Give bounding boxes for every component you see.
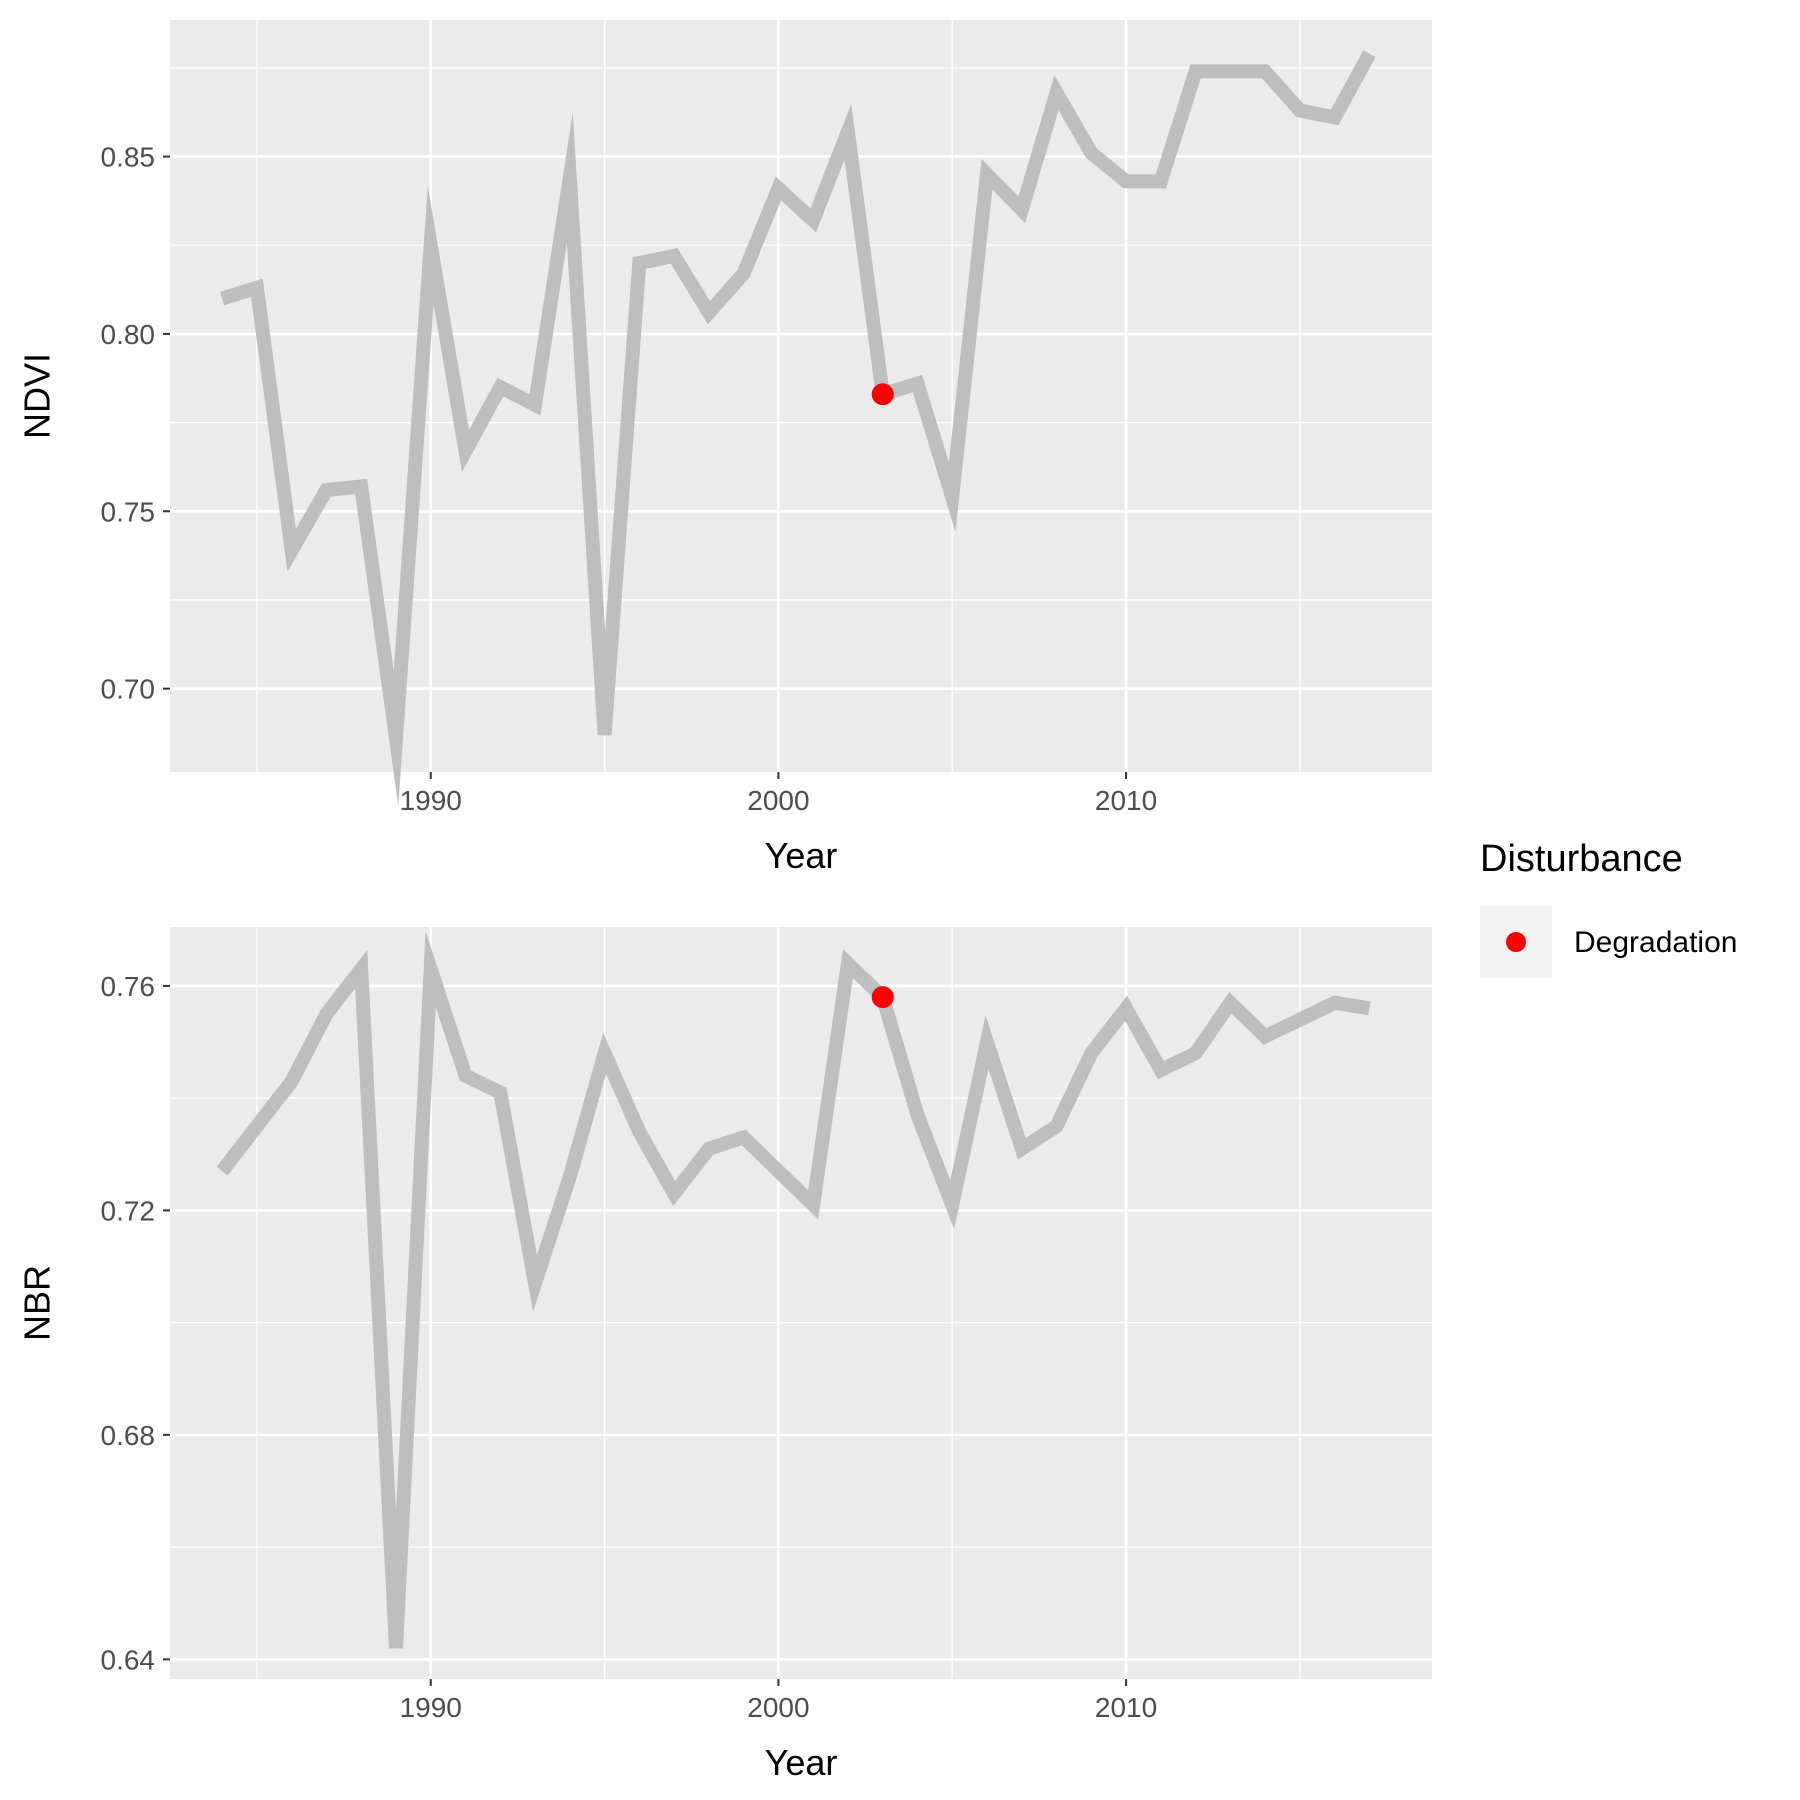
nbr-y-tick-label: 0.64 (101, 1644, 156, 1675)
legend: Disturbance Degradation (1480, 838, 1737, 978)
nbr-y-tick-label: 0.76 (101, 971, 156, 1002)
ndvi-panel-background (170, 20, 1432, 772)
legend-title: Disturbance (1480, 838, 1683, 880)
ndvi-y-tick-label: 0.70 (101, 674, 156, 705)
nbr-x-axis-title: Year (765, 1742, 838, 1783)
nbr-y-axis-title: NBR (17, 1265, 58, 1341)
nbr-series-line (216, 931, 1371, 1649)
ndvi-x-axis-title: Year (765, 835, 838, 876)
nbr-x-tick-label: 2000 (747, 1692, 809, 1723)
nbr-y-tick-label: 0.68 (101, 1420, 156, 1451)
nbr-x-tick-label: 2010 (1095, 1692, 1157, 1723)
legend-label-degradation: Degradation (1574, 926, 1737, 959)
ndvi-x-tick-label: 2000 (747, 785, 809, 816)
ndvi-y-tick-label: 0.85 (101, 142, 156, 173)
ndvi-panel: 1990 2000 2010 0.70 0.75 0.80 0.85 Year NDVI (17, 20, 1432, 876)
ndvi-y-tick-label: 0.80 (101, 319, 156, 350)
legend-degradation-point (1506, 932, 1526, 952)
nbr-degradation-point (871, 986, 894, 1009)
nbr-x-tick-label: 1990 (400, 1692, 462, 1723)
ndvi-x-tick-label: 2010 (1095, 785, 1157, 816)
ndvi-y-tick-label: 0.75 (101, 496, 156, 527)
ndvi-y-axis-title: NDVI (17, 353, 58, 439)
nbr-panel: 1990 2000 2010 0.64 0.68 0.72 0.76 Year NBR (17, 927, 1432, 1783)
ndvi-degradation-point (871, 383, 894, 406)
nbr-y-tick-label: 0.72 (101, 1195, 156, 1226)
ndvi-x-tick-label: 1990 (400, 785, 462, 816)
ndvi-series-line (220, 50, 1376, 806)
